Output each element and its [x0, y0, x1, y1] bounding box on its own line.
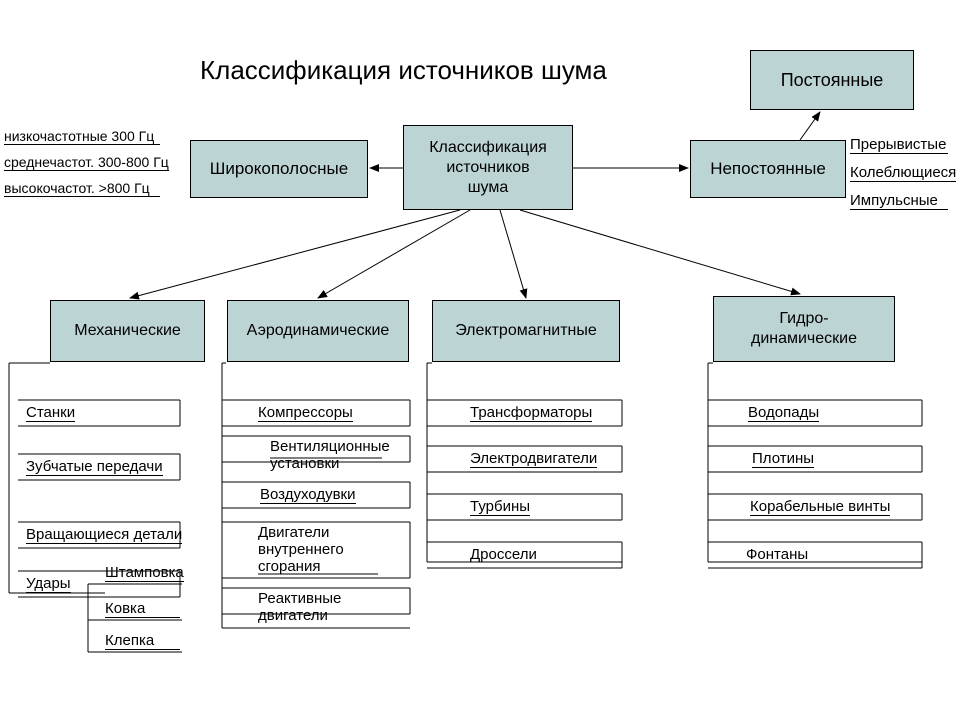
- node-label: Непостоянные: [710, 158, 826, 179]
- list-item: Компрессоры: [258, 404, 353, 422]
- node-label: Аэродинамические: [247, 321, 390, 341]
- diagram-title: Классификация источников шума: [200, 55, 607, 86]
- freq-label: среднечастот. 300-800 Гц: [4, 154, 169, 171]
- nonconst-label: Импульсные: [850, 192, 948, 210]
- list-item: Воздуходувки: [260, 486, 356, 504]
- node-label: Классификация источников шума: [429, 138, 547, 198]
- list-subitem: Штамповка: [105, 564, 184, 582]
- list-item: Дроссели: [470, 546, 537, 563]
- node-mechanical: Механические: [50, 300, 205, 362]
- node-root: Классификация источников шума: [403, 125, 573, 210]
- list-item: Водопады: [748, 404, 819, 422]
- freq-label: высокочастот. >800 Гц: [4, 180, 160, 197]
- list-item: Станки: [26, 404, 75, 422]
- list-item: Электродвигатели: [470, 450, 597, 468]
- node-label: Постоянные: [781, 69, 884, 92]
- list-subitem: Ковка: [105, 600, 180, 618]
- list-item: Реактивные двигатели: [258, 590, 341, 624]
- node-nonconstant: Непостоянные: [690, 140, 846, 198]
- node-constant: Постоянные: [750, 50, 914, 110]
- list-item: Фонтаны: [746, 546, 808, 563]
- list-item: Трансформаторы: [470, 404, 592, 422]
- list-item: Турбины: [470, 498, 530, 516]
- list-item: Вентиляционные установки: [270, 438, 390, 472]
- freq-label: низкочастотные 300 Гц: [4, 128, 160, 145]
- node-label: Электромагнитные: [455, 321, 597, 341]
- list-item: Корабельные винты: [750, 498, 890, 516]
- nonconst-label: Колеблющиеся: [850, 164, 956, 182]
- list-item: Двигатели внутреннего сгорания: [258, 524, 344, 575]
- node-label: Механические: [74, 321, 181, 341]
- list-item: Удары: [26, 575, 71, 593]
- node-label: Широкополосные: [210, 158, 348, 179]
- list-item: Вращающиеся детали: [26, 526, 182, 544]
- node-hydro: Гидро- динамические: [713, 296, 895, 362]
- list-item: Зубчатые передачи: [26, 458, 163, 476]
- node-electromag: Электромагнитные: [432, 300, 620, 362]
- list-item: Плотины: [752, 450, 814, 468]
- nonconst-label: Прерывистые: [850, 136, 948, 154]
- diagram-canvas: Классификация источников шума Постоянные…: [0, 0, 960, 720]
- node-aerodynamic: Аэродинамические: [227, 300, 409, 362]
- list-subitem: Клепка: [105, 632, 180, 650]
- node-broadband: Широкополосные: [190, 140, 368, 198]
- node-label: Гидро- динамические: [751, 309, 857, 349]
